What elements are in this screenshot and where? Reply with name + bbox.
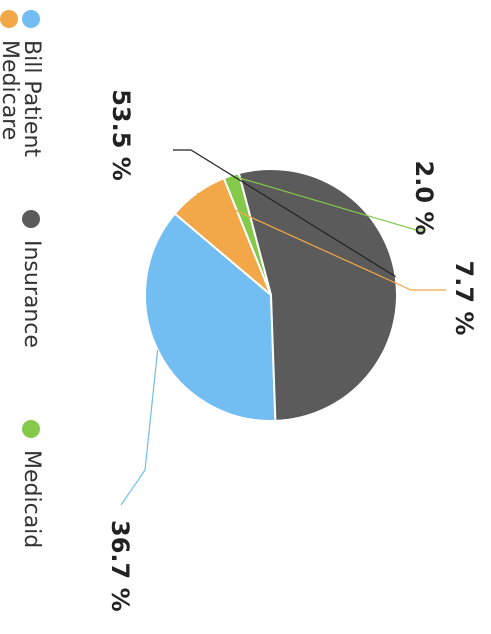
legend-swatch-medicaid xyxy=(22,420,40,438)
legend-label-medicare: Medicare xyxy=(0,40,22,140)
data-label-medicare: 7.7 % xyxy=(450,261,478,336)
leader-line-insurance xyxy=(173,149,396,278)
legend-swatch-medicare xyxy=(0,10,18,28)
legend-item-insurance: Insurance xyxy=(19,210,44,348)
legend-label-insurance: Insurance xyxy=(19,240,44,348)
data-label-bill-patient: 36.7 % xyxy=(106,520,134,612)
legend-item-medicaid: Medicaid xyxy=(19,420,44,548)
legend: Bill Patient Insurance Medicaid Medicare xyxy=(0,10,44,548)
leader-lines xyxy=(120,149,446,506)
legend-item-bill-patient: Bill Patient xyxy=(19,10,44,157)
legend-label-medicaid: Medicaid xyxy=(19,450,44,548)
leader-line-medicaid xyxy=(231,174,426,231)
data-labels: 36.7 % 7.7 % 2.0 % 53.5 % xyxy=(106,89,478,611)
legend-item-medicare: Medicare xyxy=(0,10,22,140)
leader-line-bill-patient xyxy=(120,349,159,506)
pie-slice-bill-patient xyxy=(144,212,277,422)
legend-label-bill-patient: Bill Patient xyxy=(19,40,44,157)
pie-group xyxy=(144,168,398,422)
legend-swatch-bill-patient xyxy=(22,10,40,28)
legend-swatch-insurance xyxy=(22,210,40,228)
leader-line-medicare xyxy=(196,192,446,291)
data-label-insurance: 53.5 % xyxy=(107,89,135,181)
data-label-medicaid: 2.0 % xyxy=(410,161,438,236)
